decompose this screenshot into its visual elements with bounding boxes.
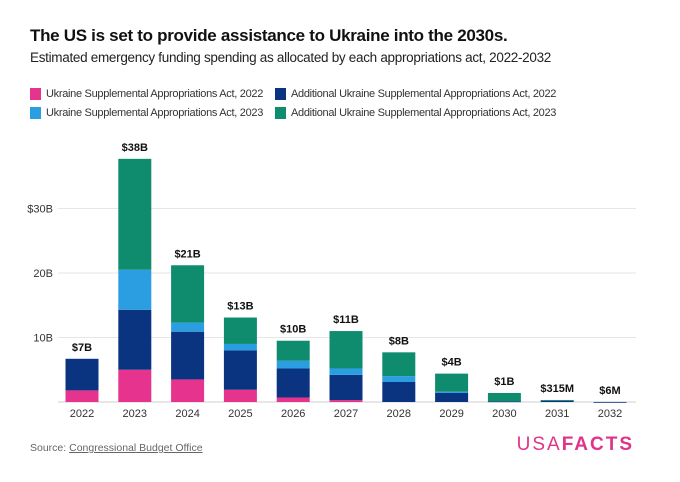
legend-item: Ukraine Supplemental Appropriations Act,…	[30, 107, 275, 119]
bar-segment	[118, 309, 152, 370]
legend-label: Additional Ukraine Supplemental Appropri…	[291, 107, 557, 119]
bar-segment	[118, 158, 152, 270]
legend-item: Additional Ukraine Supplemental Appropri…	[275, 107, 556, 119]
bar-total-label: $4B	[442, 357, 462, 369]
bar-total-label: $38B	[122, 142, 148, 154]
bar-total-label: $8B	[389, 335, 409, 347]
bar-segment	[276, 360, 310, 369]
legend: Ukraine Supplemental Appropriations Act,…	[30, 88, 556, 119]
bar-segment	[487, 392, 521, 402]
x-tick-label: 2024	[175, 408, 199, 420]
bar-segment	[276, 397, 310, 402]
bar-segment	[435, 391, 469, 393]
bar-segment	[329, 400, 363, 402]
legend-item: Additional Ukraine Supplemental Appropri…	[275, 88, 556, 100]
bar-total-label: $315M	[540, 383, 574, 395]
x-tick-label: 2029	[439, 408, 463, 420]
bar-segment	[223, 350, 257, 390]
bar-segment	[382, 382, 416, 402]
logo-bold-text: FACTS	[561, 434, 634, 455]
bar-segment	[223, 389, 257, 402]
bar-segment	[171, 379, 205, 402]
bar-segment	[118, 269, 152, 310]
y-tick-label: 10B	[33, 333, 53, 345]
bar-segment	[223, 343, 257, 351]
bar-segment	[382, 376, 416, 383]
chart-subtitle: Estimated emergency funding spending as …	[30, 50, 552, 65]
y-tick-label: 20B	[33, 268, 53, 280]
bar-segment	[65, 390, 99, 402]
legend-swatch	[275, 107, 286, 119]
bar-segment	[435, 373, 469, 392]
bar-total-label: $1B	[494, 376, 514, 388]
bar-total-label: $10B	[280, 324, 306, 336]
x-tick-label: 2023	[123, 408, 147, 420]
source-note: Source: Congressional Budget Office	[30, 442, 203, 454]
bar-segment	[223, 317, 257, 344]
y-tick-label: $30B	[27, 204, 53, 216]
bar-segment	[65, 358, 99, 391]
source-link[interactable]: Congressional Budget Office	[69, 442, 203, 454]
usafacts-logo: USAFACTS	[517, 434, 634, 456]
chart-title: The US is set to provide assistance to U…	[30, 26, 508, 45]
x-tick-label: 2026	[281, 408, 305, 420]
bar-segment	[329, 374, 363, 401]
x-tick-label: 2031	[545, 408, 569, 420]
bar-segment	[329, 368, 363, 375]
legend-label: Ukraine Supplemental Appropriations Act,…	[46, 88, 264, 100]
bar-total-label: $21B	[174, 248, 200, 260]
bar-segment	[276, 368, 310, 398]
bar-segment	[118, 369, 152, 402]
x-tick-label: 2032	[598, 408, 622, 420]
source-label: Source:	[30, 442, 67, 454]
bar-segment	[487, 401, 521, 403]
bar-segment	[593, 401, 627, 403]
x-tick-label: 2025	[228, 408, 252, 420]
legend-swatch	[30, 107, 41, 119]
legend-swatch	[30, 88, 41, 100]
bar-total-label: $7B	[72, 342, 92, 354]
x-tick-label: 2022	[70, 408, 94, 420]
x-tick-label: 2028	[387, 408, 411, 420]
bar-total-label: $6M	[599, 385, 620, 397]
bar-segment	[276, 340, 310, 361]
bar-segment	[171, 331, 205, 380]
legend-label: Ukraine Supplemental Appropriations Act,…	[46, 107, 264, 119]
bar-segment	[540, 400, 574, 402]
bar-segment	[171, 322, 205, 332]
bar-segment	[171, 265, 205, 323]
bar-segment	[540, 399, 574, 401]
x-tick-label: 2030	[492, 408, 516, 420]
logo-light-text: USA	[516, 434, 562, 455]
bar-total-label: $11B	[333, 314, 359, 326]
legend-item: Ukraine Supplemental Appropriations Act,…	[30, 88, 275, 100]
bar-segment	[329, 331, 363, 369]
x-tick-label: 2027	[334, 408, 358, 420]
legend-label: Additional Ukraine Supplemental Appropri…	[291, 88, 557, 100]
bar-total-label: $13B	[227, 301, 253, 313]
legend-swatch	[275, 88, 286, 100]
bar-segment	[382, 352, 416, 377]
bar-segment	[435, 392, 469, 402]
